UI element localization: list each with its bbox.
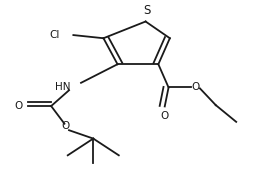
Text: O: O xyxy=(15,101,23,111)
Text: HN: HN xyxy=(55,83,70,93)
Text: Cl: Cl xyxy=(50,31,60,41)
Text: S: S xyxy=(143,4,151,17)
Text: O: O xyxy=(191,82,199,92)
Text: O: O xyxy=(161,111,169,121)
Text: O: O xyxy=(61,121,69,131)
